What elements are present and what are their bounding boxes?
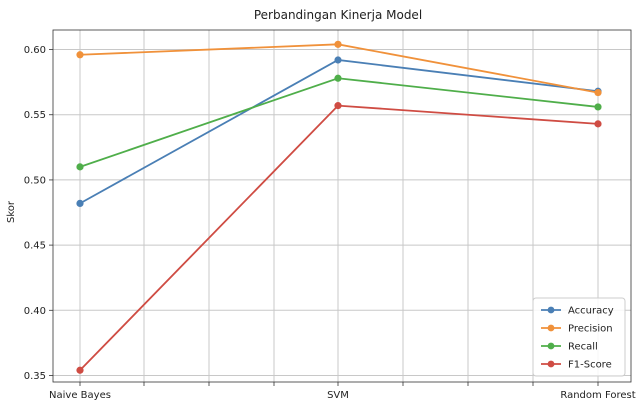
legend-swatch-marker	[547, 360, 555, 368]
plot-frame	[52, 29, 632, 383]
series-precision	[76, 40, 602, 97]
data-point	[76, 199, 84, 207]
y-tick-label: 0.40	[24, 306, 46, 317]
legend-swatch-marker	[547, 324, 555, 332]
legend-box	[532, 297, 626, 377]
legend-swatch-marker	[547, 306, 555, 314]
series-lines	[76, 40, 602, 374]
legend-swatch-marker	[547, 342, 555, 350]
x-tick-label: Random Forest	[560, 390, 635, 401]
axis-ticks: 0.35 0.40 0.45 0.50 0.55 0.60 Naive Bayes SVM Ra…	[24, 45, 636, 401]
legend: Accuracy Precision Recall F1-Score	[532, 297, 626, 377]
x-tick-label: Naive Bayes	[49, 390, 111, 401]
legend-label: Recall	[568, 342, 598, 353]
y-axis-title: Skor	[6, 200, 17, 223]
data-point	[334, 74, 342, 82]
x-tick-label: SVM	[327, 390, 349, 401]
data-point	[334, 40, 342, 48]
series-line	[79, 104, 599, 371]
legend-item: Accuracy	[541, 306, 614, 317]
y-tick-label: 0.60	[24, 45, 46, 56]
series-f1-score	[76, 102, 602, 374]
legend-item: Recall	[541, 342, 598, 353]
chart-title: Perbandingan Kinerja Model	[254, 8, 422, 22]
data-point	[594, 103, 602, 111]
y-tick-label: 0.35	[24, 371, 46, 382]
data-point	[594, 120, 602, 128]
series-recall	[76, 74, 602, 171]
series-line	[79, 77, 599, 168]
data-point	[594, 88, 602, 97]
data-point	[76, 51, 84, 59]
y-tick-label: 0.50	[24, 175, 46, 186]
legend-item: Precision	[541, 324, 613, 335]
legend-label: Precision	[568, 324, 613, 335]
y-tick-label: 0.55	[24, 110, 46, 121]
y-tick-label: 0.45	[24, 241, 46, 252]
data-point	[334, 102, 342, 110]
legend-label: Accuracy	[568, 306, 614, 317]
series-line	[79, 43, 599, 94]
legend-label: F1-Score	[568, 360, 612, 371]
data-point	[76, 163, 84, 171]
data-point	[334, 56, 342, 64]
data-point	[76, 366, 84, 374]
legend-item: F1-Score	[541, 360, 612, 371]
